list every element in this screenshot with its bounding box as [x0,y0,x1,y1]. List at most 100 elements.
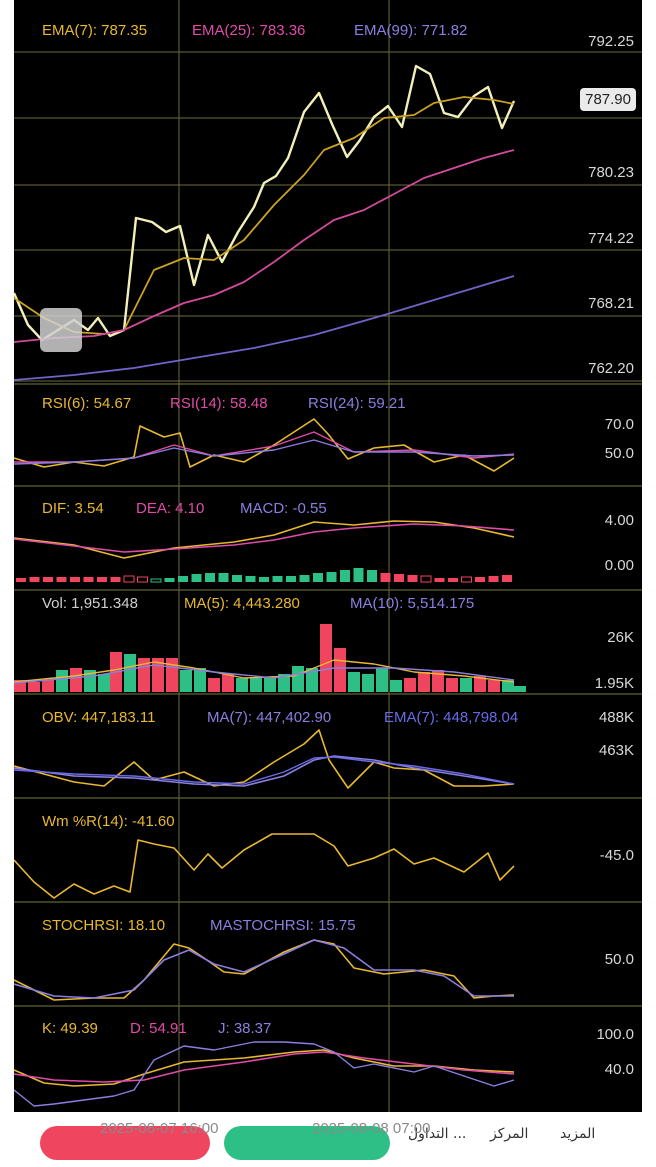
macd-bar [97,577,107,582]
d-line [14,1051,515,1083]
macd-bar [286,576,296,582]
volume-bar [70,668,82,692]
ema99-label: EMA(99): 771.82 [354,22,468,39]
volume-bar [446,678,458,692]
macd-bar [150,578,162,583]
volume-bar [334,648,346,692]
vol-label: Vol: 1,951.348 [42,595,138,612]
price-axis-label: 768.21 [588,295,634,312]
vol-ma10-line [14,664,515,684]
chart-area[interactable]: EMA(7): 787.35 EMA(25): 783.36 EMA(99): … [14,0,642,1112]
macd-bar [164,578,175,582]
vol-ma10-label: MA(10): 5,514.175 [350,595,475,612]
mastochrsi-line [14,939,514,999]
rsi6-line [14,418,515,472]
price-line [14,64,516,342]
rsi6-label: RSI(6): 54.67 [42,395,132,412]
chart-watermark-icon [40,308,82,352]
volume-bar [42,680,54,692]
volume-bar [376,668,388,692]
macd-bar [407,575,418,582]
stochrsi-label: STOCHRSI: 18.10 [42,917,166,934]
volume-bar [56,670,68,692]
obv-ma7-label: MA(7): 447,402.90 [207,709,332,726]
dea-line [14,523,515,553]
volume-bar [488,680,500,692]
obv-ema7-line [14,756,515,785]
macd-axis-label: 0.00 [604,557,634,574]
macd-bar [394,574,404,582]
macd-axis-label: 4.00 [604,512,634,529]
macd-bar [137,576,148,583]
ema7-label: EMA(7): 787.35 [42,22,148,39]
obv-label: OBV: 447,183.11 [42,709,156,726]
wr-line [14,833,515,899]
macd-bar [461,576,472,583]
wr-axis-label: -45.0 [599,847,634,864]
nav-more[interactable]: المزيد [560,1126,596,1142]
obv-ma7-line [14,755,515,787]
macd-bar [16,578,26,582]
volume-bar [418,672,430,692]
wr-label: Wm %R(14): -41.60 [42,813,175,830]
volume-bar [28,682,40,692]
macd-bar [299,575,310,582]
vol-axis-label: 1.95K [594,675,634,692]
sell-button[interactable] [40,1126,210,1160]
volume-bar [404,678,416,692]
vol-axis-label: 26K [607,629,634,646]
bottom-bar: المزيد المركز التداول ... [0,1112,656,1167]
macd-bar [205,573,215,582]
macd-bar [272,576,283,582]
j-line [14,1041,515,1107]
macd-bar [420,575,432,583]
macd-bar [353,568,364,582]
volume-bar [514,686,526,692]
volume-bar [390,680,402,692]
volume-bar [264,678,276,692]
buy-button[interactable] [224,1126,390,1160]
macd-bar [123,575,135,583]
volume-bar [208,678,220,692]
macd-bar [475,577,485,582]
d-label: D: 54.91 [130,1020,187,1037]
volume-bar [306,668,318,692]
volume-bar [474,676,486,692]
volume-bar [278,674,290,692]
macd-bar [43,577,53,582]
price-axis-label: 774.22 [588,230,634,247]
ema25-line [14,149,515,343]
volume-bar [180,670,192,692]
macd-bar [29,577,40,582]
obv-line [14,729,515,789]
nav-trade[interactable]: التداول ... [408,1126,467,1142]
rsi-axis-label: 70.0 [604,416,634,433]
macd-bar [448,578,458,582]
macd-bar [83,577,94,582]
macd-bar [340,570,350,582]
macd-bar [488,576,499,582]
chart-grid [14,0,642,1112]
volume-bar [432,670,444,692]
mastochrsi-label: MASTOCHRSI: 15.75 [210,917,356,934]
macd-bar [191,574,202,582]
nav-positions[interactable]: المركز [490,1126,529,1142]
macd-bar [326,572,337,582]
macd-bar [259,577,269,582]
kdj-axis-label: 40.0 [604,1061,634,1078]
macd-bar [245,576,256,582]
volume-bar [320,624,332,692]
current-price-tag: 787.90 [580,88,636,111]
rsi-axis-label: 50.0 [604,445,634,462]
macd-bar [434,578,445,582]
kdj-axis-label: 100.0 [596,1026,634,1043]
volume-bar [348,672,360,692]
macd-bar [70,577,80,582]
time-axis-label: 2025-08-08 07:00 [312,1120,431,1137]
volume-bar [460,678,472,692]
rsi14-line [14,431,515,463]
price-axis-label: 780.23 [588,164,634,181]
time-axis-label: 2025-08-07 16:00 [100,1120,219,1137]
vol-ma5-label: MA(5): 4,443.280 [184,595,300,612]
macd-bar [313,573,323,582]
